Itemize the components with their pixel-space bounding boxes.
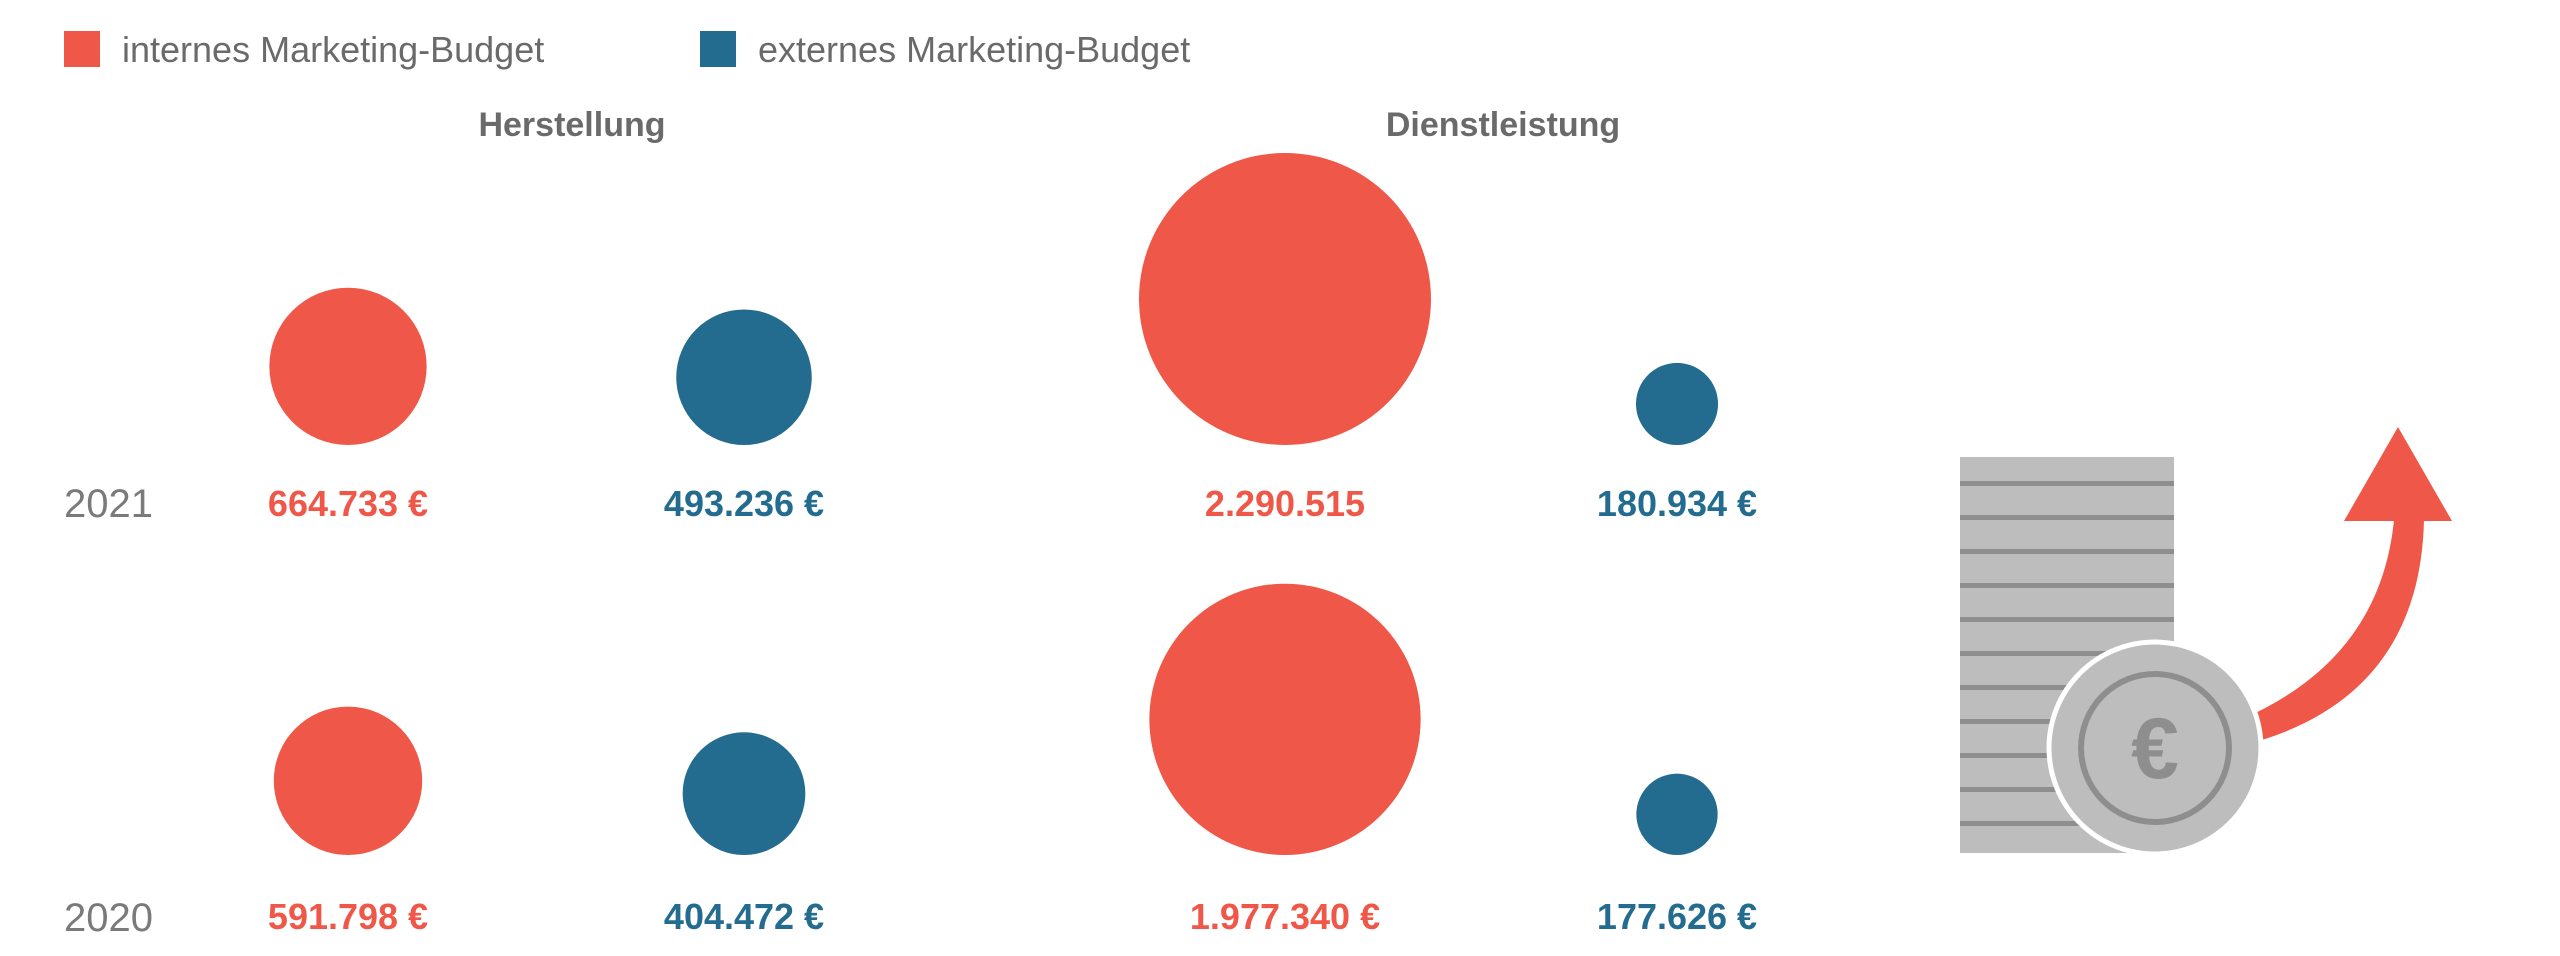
legend-label-intern: internes Marketing-Budget (122, 29, 544, 70)
coin-stack-stripe (1960, 515, 2174, 520)
value-label-intern-dienstleistung-2021: 2.290.515 (1205, 483, 1365, 524)
bubble-intern-dienstleistung-2021 (1139, 153, 1431, 445)
year-label-2021: 2021 (64, 482, 153, 526)
value-label-extern-herstellung-2020: 404.472 € (664, 896, 824, 937)
bubble-intern-herstellung-2021 (269, 287, 427, 445)
euro-coin-stack-growth-icon: € (1960, 427, 2452, 857)
coin-stack-stripe (1960, 821, 2174, 826)
legend-swatch-extern (700, 31, 736, 67)
bubble-intern-dienstleistung-2020 (1149, 583, 1421, 855)
euro-symbol: € (2131, 701, 2179, 797)
coin-stack-stripe (1960, 617, 2174, 622)
value-label-extern-dienstleistung-2020: 177.626 € (1597, 896, 1757, 937)
bubble-extern-herstellung-2021 (676, 309, 812, 445)
euro-coin-inner-ring (2078, 671, 2232, 825)
coin-stack-stripe (1960, 549, 2174, 554)
value-label-extern-dienstleistung-2021: 180.934 € (1597, 483, 1757, 524)
bubble-extern-dienstleistung-2021 (1635, 362, 1719, 445)
year-label-2020: 2020 (64, 896, 153, 940)
coin-stack-stripe (1960, 651, 2174, 656)
bubble-marks: 664.733 € 591.798 € 493.236 € 404.472 € 2.29… (268, 153, 1757, 937)
coin-stack-stripe (1960, 583, 2174, 588)
value-label-intern-herstellung-2020: 591.798 € (268, 896, 428, 937)
value-label-intern-dienstleistung-2020: 1.977.340 € (1190, 896, 1380, 937)
value-label-extern-herstellung-2021: 493.236 € (664, 483, 824, 524)
bubble-extern-dienstleistung-2020 (1636, 773, 1718, 855)
legend-label-extern: externes Marketing-Budget (758, 29, 1190, 70)
bubble-intern-herstellung-2020 (273, 706, 423, 856)
legend-swatch-intern (64, 31, 100, 67)
group-title-herstellung: Herstellung (478, 106, 665, 144)
growth-arrow-icon (2240, 520, 2424, 740)
value-label-intern-herstellung-2021: 664.733 € (268, 483, 428, 524)
growth-arrow-head-icon (2344, 427, 2452, 521)
coin-stack-stripe (1960, 481, 2174, 486)
legend: internes Marketing-Budget externes Marke… (64, 29, 1190, 70)
group-title-dienstleistung: Dienstleistung (1386, 106, 1620, 144)
bubble-extern-herstellung-2020 (682, 732, 806, 856)
